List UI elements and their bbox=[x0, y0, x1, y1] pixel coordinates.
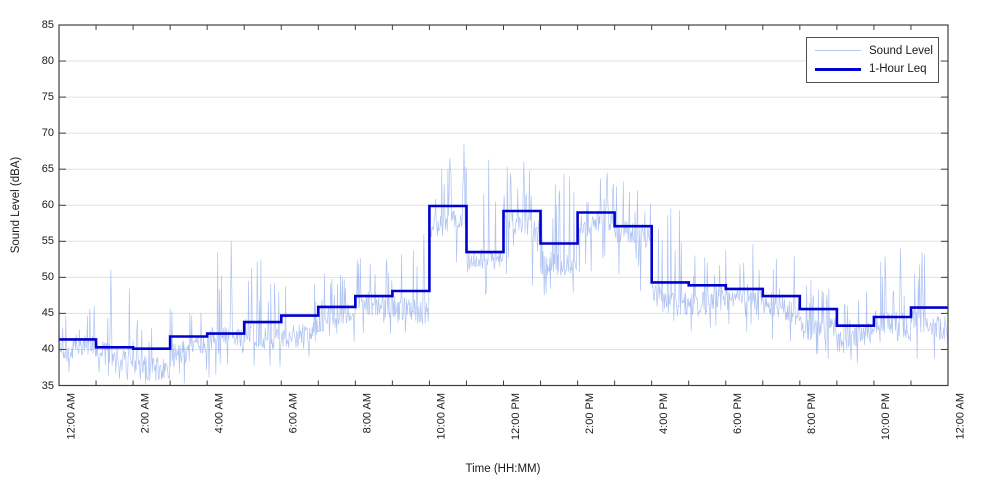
x-tick-label-2: 4:00 AM bbox=[213, 393, 226, 434]
legend-entry-1-hour-leq: 1-Hour Leq bbox=[807, 63, 938, 75]
y-tick-label-55: 55 bbox=[41, 235, 54, 248]
x-axis-label: Time (HH:MM) bbox=[465, 463, 541, 475]
sound-level-line-swatch bbox=[815, 49, 861, 52]
legend-label-1-hour-leq: 1-Hour Leq bbox=[869, 63, 927, 76]
sound-level-series bbox=[58, 143, 949, 385]
x-tick-label-5: 10:00 AM bbox=[435, 393, 448, 440]
x-tick-label-3: 6:00 AM bbox=[287, 393, 300, 434]
y-tick-label-50: 50 bbox=[41, 271, 54, 284]
legend-label-sound-level: Sound Level bbox=[869, 44, 933, 57]
y-tick-label-40: 40 bbox=[41, 343, 54, 356]
y-tick-label-80: 80 bbox=[41, 55, 54, 68]
y-tick-label-65: 65 bbox=[41, 163, 54, 176]
x-tick-label-8: 4:00 PM bbox=[658, 393, 671, 434]
x-tick-label-0: 12:00 AM bbox=[65, 393, 78, 440]
x-tick-label-6: 12:00 PM bbox=[510, 393, 522, 441]
y-tick-label-60: 60 bbox=[41, 199, 54, 212]
legend-entry-sound-level: Sound Level bbox=[807, 45, 938, 57]
x-tick-label-7: 2:00 PM bbox=[584, 393, 597, 434]
legend: Sound Level 1-Hour Leq bbox=[806, 37, 939, 83]
x-tick-label-10: 8:00 PM bbox=[806, 393, 819, 434]
x-tick-label-4: 8:00 AM bbox=[361, 393, 374, 434]
leq-step-series bbox=[59, 204, 948, 350]
x-tick-label-11: 10:00 PM bbox=[880, 393, 893, 441]
y-tick-label-35: 35 bbox=[41, 379, 54, 392]
x-tick-label-9: 6:00 PM bbox=[732, 393, 745, 434]
y-tick-label-45: 45 bbox=[41, 307, 54, 320]
y-tick-label-85: 85 bbox=[41, 19, 54, 31]
y-tick-label-70: 70 bbox=[41, 127, 54, 140]
y-tick-label-75: 75 bbox=[41, 91, 54, 104]
x-tick-label-1: 2:00 AM bbox=[139, 393, 152, 434]
leq-line-swatch bbox=[815, 67, 861, 72]
x-tick-label-12: 12:00 AM bbox=[954, 393, 967, 440]
